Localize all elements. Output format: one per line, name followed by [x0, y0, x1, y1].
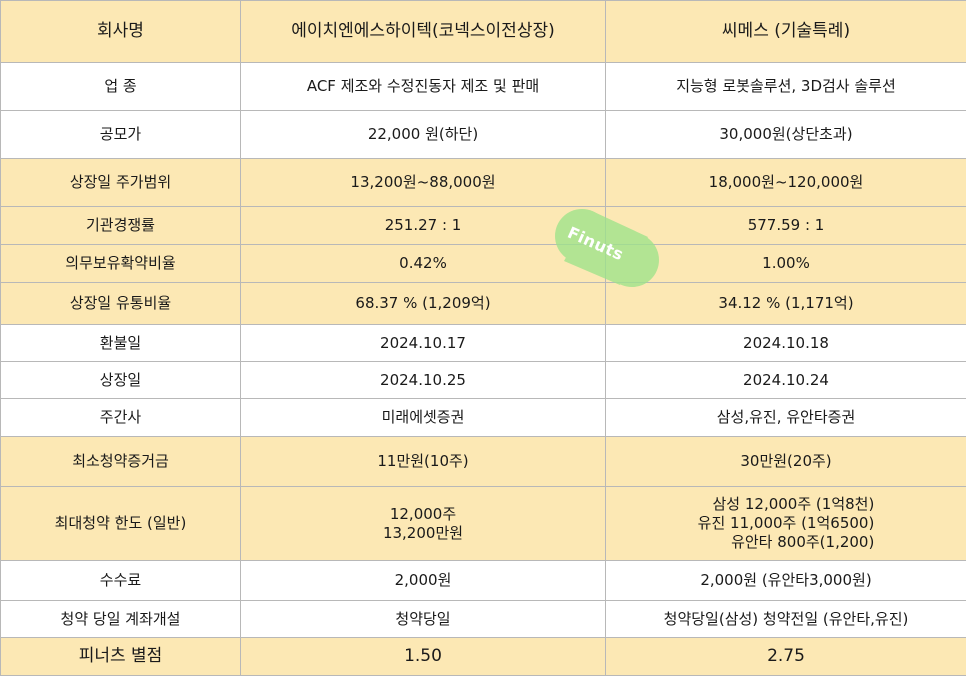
row-fee: 수수료 2,000원 2,000원 (유안타3,000원): [0, 560, 966, 601]
row-label: 의무보유확약비율: [0, 244, 241, 283]
header-row: 회사명 에이치엔에스하이텍(코넥스이전상장) 씨메스 (기술특례): [0, 0, 966, 63]
row-label: 피너츠 별점: [0, 637, 241, 676]
row-account-opening: 청약 당일 계좌개설 청약당일 청약당일(삼성) 청약전일 (유안타,유진): [0, 600, 966, 638]
company-b-value: 34.12 % (1,171억): [605, 282, 966, 325]
company-a-value: 2024.10.17: [240, 324, 606, 362]
row-label: 환불일: [0, 324, 241, 362]
row-industry: 업 종 ACF 제조와 수정진동자 제조 및 판매 지능형 로봇솔루션, 3D검…: [0, 62, 966, 111]
company-a-value: 68.37 % (1,209억): [240, 282, 606, 325]
company-a-value: 미래에셋증권: [240, 398, 606, 437]
row-refund-date: 환불일 2024.10.17 2024.10.18: [0, 324, 966, 362]
value-line: 13,200만원: [382, 523, 464, 542]
row-label: 최대청약 한도 (일반): [0, 486, 241, 561]
header-label-cell: 회사명: [0, 0, 241, 63]
company-b-value: 삼성,유진, 유안타증권: [605, 398, 966, 437]
row-finuts-rating: 피너츠 별점 1.50 2.75: [0, 637, 966, 676]
company-a-value: 1.50: [240, 637, 606, 676]
header-company-a-cell: 에이치엔에스하이텍(코넥스이전상장): [240, 0, 606, 63]
company-b-value: 1.00%: [605, 244, 966, 283]
row-float-ratio: 상장일 유통비율 68.37 % (1,209억) 34.12 % (1,171…: [0, 282, 966, 325]
company-b-value: 삼성 12,000주 (1억8천) 유진 11,000주 (1억6500) 유안…: [605, 486, 966, 561]
row-label: 수수료: [0, 560, 241, 601]
company-a-value: 11만원(10주): [240, 436, 606, 487]
row-label: 청약 당일 계좌개설: [0, 600, 241, 638]
company-a-value: 청약당일: [240, 600, 606, 638]
row-label: 최소청약증거금: [0, 436, 241, 487]
row-lockup-ratio: 의무보유확약비율 0.42% 1.00%: [0, 244, 966, 283]
company-b-value: 2024.10.24: [605, 361, 966, 399]
value-line: 삼성 12,000주 (1억8천): [712, 495, 875, 513]
row-listing-price-range: 상장일 주가범위 13,200원~88,000원 18,000원~120,000…: [0, 158, 966, 207]
company-b-value: 30,000원(상단초과): [605, 110, 966, 159]
company-a-value: 251.27 : 1: [240, 206, 606, 245]
company-a-value: ACF 제조와 수정진동자 제조 및 판매: [240, 62, 606, 111]
row-listing-date: 상장일 2024.10.25 2024.10.24: [0, 361, 966, 399]
row-offer-price: 공모가 22,000 원(하단) 30,000원(상단초과): [0, 110, 966, 159]
company-b-value: 2,000원 (유안타3,000원): [605, 560, 966, 601]
row-label: 상장일 유통비율: [0, 282, 241, 325]
row-label: 상장일 주가범위: [0, 158, 241, 207]
row-label: 주간사: [0, 398, 241, 437]
company-b-value: 577.59 : 1: [605, 206, 966, 245]
company-a-value: 2,000원: [240, 560, 606, 601]
company-a-value: 2024.10.25: [240, 361, 606, 399]
value-line: 유진 11,000주 (1억6500): [697, 514, 875, 532]
row-underwriter: 주간사 미래에셋증권 삼성,유진, 유안타증권: [0, 398, 966, 437]
row-label: 업 종: [0, 62, 241, 111]
row-min-deposit: 최소청약증거금 11만원(10주) 30만원(20주): [0, 436, 966, 487]
value-line: 12,000주: [389, 504, 457, 523]
row-institution-competition: 기관경쟁률 251.27 : 1 577.59 : 1: [0, 206, 966, 245]
value-line: 유안타 800주(1,200): [731, 533, 875, 551]
row-label: 상장일: [0, 361, 241, 399]
company-b-value: 2024.10.18: [605, 324, 966, 362]
company-a-value-lines: 12,000주 13,200만원: [383, 505, 463, 543]
company-b-value: 2.75: [605, 637, 966, 676]
row-label: 공모가: [0, 110, 241, 159]
company-a-value: 12,000주 13,200만원: [240, 486, 606, 561]
company-b-value: 청약당일(삼성) 청약전일 (유안타,유진): [605, 600, 966, 638]
company-b-value: 30만원(20주): [605, 436, 966, 487]
company-b-value-lines: 삼성 12,000주 (1억8천) 유진 11,000주 (1억6500) 유안…: [698, 495, 875, 552]
company-a-value: 22,000 원(하단): [240, 110, 606, 159]
company-b-value: 18,000원~120,000원: [605, 158, 966, 207]
header-company-b-cell: 씨메스 (기술특례): [605, 0, 966, 63]
company-a-value: 0.42%: [240, 244, 606, 283]
company-b-value: 지능형 로봇솔루션, 3D검사 솔루션: [605, 62, 966, 111]
company-a-value: 13,200원~88,000원: [240, 158, 606, 207]
row-max-subscription-limit: 최대청약 한도 (일반) 12,000주 13,200만원 삼성 12,000주…: [0, 486, 966, 561]
row-label: 기관경쟁률: [0, 206, 241, 245]
